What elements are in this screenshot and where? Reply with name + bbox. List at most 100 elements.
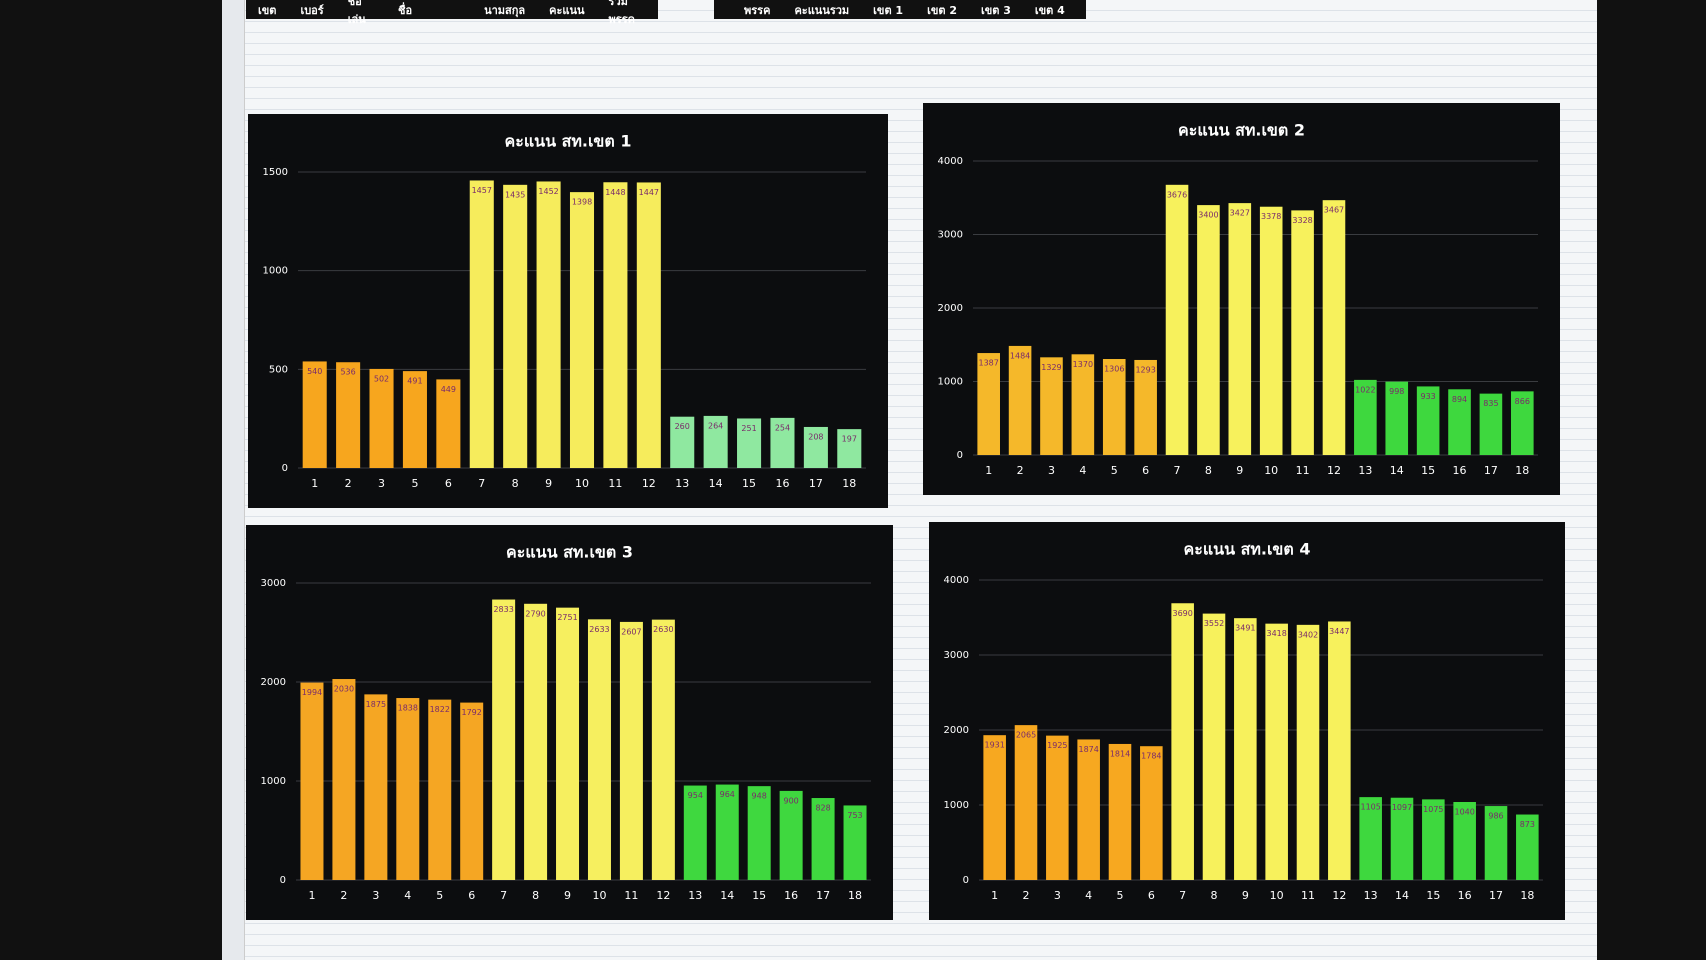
value-label: 1040: [1454, 808, 1474, 817]
value-label: 1097: [1392, 803, 1412, 812]
value-label: 260: [675, 422, 690, 431]
value-label: 1822: [430, 705, 450, 714]
y-tick-label: 0: [963, 875, 969, 886]
bar: [636, 182, 661, 468]
value-label: 1925: [1047, 741, 1067, 750]
value-label: 2065: [1016, 731, 1036, 740]
bar: [503, 184, 528, 468]
bar: [1416, 386, 1440, 455]
x-tick-label: 5: [436, 889, 443, 902]
y-tick-label: 2000: [938, 303, 963, 314]
header-cell: เขต: [258, 3, 277, 17]
x-tick-label: 6: [468, 889, 475, 902]
value-label: 1387: [979, 359, 999, 368]
x-tick-label: 15: [752, 889, 766, 902]
header-cell: เขต 4: [1034, 3, 1065, 17]
bar: [492, 599, 516, 880]
value-label: 3378: [1261, 212, 1281, 221]
y-tick-label: 1000: [261, 776, 286, 787]
value-label: 954: [688, 791, 703, 800]
value-label: 964: [720, 790, 735, 799]
value-label: 1874: [1078, 745, 1098, 754]
value-label: 1994: [302, 688, 322, 697]
bar: [843, 805, 867, 880]
x-tick-label: 1: [991, 889, 998, 902]
value-label: 1370: [1073, 360, 1093, 369]
x-tick-label: 10: [1264, 464, 1278, 477]
y-tick-label: 2000: [944, 725, 969, 736]
bar: [1448, 389, 1471, 455]
bar: [1516, 814, 1539, 880]
x-tick-label: 8: [1205, 464, 1212, 477]
value-label: 2833: [493, 605, 513, 614]
bar: [332, 679, 356, 880]
bar: [1453, 802, 1476, 880]
chart: คะแนน สท.เขต 401000200030004000119312206…: [929, 522, 1565, 920]
x-tick-label: 8: [512, 477, 519, 490]
value-label: 3418: [1266, 629, 1286, 638]
bar: [1511, 391, 1534, 455]
bar: [1140, 746, 1163, 880]
x-tick-label: 18: [842, 477, 856, 490]
bar: [1354, 379, 1377, 455]
value-label: 828: [815, 804, 830, 813]
y-tick-label: 1000: [263, 266, 288, 277]
bar: [1040, 357, 1063, 455]
x-tick-label: 14: [709, 477, 723, 490]
header-cell: นามสกุล: [484, 3, 526, 17]
value-label: 3328: [1292, 216, 1312, 225]
x-tick-label: 5: [1111, 464, 1118, 477]
bar: [1077, 739, 1100, 880]
chart-title: คะแนน สท.เขต 3: [506, 543, 633, 562]
x-tick-label: 17: [809, 477, 823, 490]
value-label: 3402: [1298, 630, 1318, 639]
x-tick-label: 3: [378, 477, 385, 490]
y-tick-label: 500: [269, 364, 288, 375]
x-tick-label: 15: [742, 477, 756, 490]
value-label: 894: [1452, 395, 1467, 404]
value-label: 3400: [1198, 211, 1218, 220]
row-numbers: [222, 0, 245, 960]
value-label: 1452: [538, 187, 558, 196]
value-label: 1931: [984, 741, 1004, 750]
y-tick-label: 0: [280, 875, 286, 886]
x-tick-label: 18: [1515, 464, 1529, 477]
header-cell: เขต 3: [980, 3, 1011, 17]
x-tick-label: 6: [445, 477, 452, 490]
bar: [803, 426, 828, 468]
header-left: เขต เบอร์ ชื่อเล่น ชื่อ นามสกุล คะแนน รว…: [246, 0, 658, 26]
value-label: 1105: [1360, 803, 1380, 812]
value-label: 264: [708, 421, 723, 430]
x-tick-label: 3: [1054, 889, 1061, 902]
bar: [1322, 200, 1346, 455]
bar: [369, 368, 394, 468]
x-tick-label: 3: [372, 889, 379, 902]
value-label: 1792: [462, 708, 482, 717]
value-label: 197: [842, 435, 857, 444]
x-tick-label: 13: [688, 889, 702, 902]
value-label: 1435: [505, 190, 525, 199]
value-label: 1875: [366, 700, 386, 709]
header-cell: ชื่อเล่น: [347, 0, 366, 26]
value-label: 1838: [398, 704, 418, 713]
bar: [1228, 203, 1252, 455]
x-tick-label: 7: [1179, 889, 1186, 902]
bar: [524, 603, 548, 880]
bar: [811, 798, 835, 880]
value-label: 2030: [334, 685, 354, 694]
value-label: 536: [340, 368, 355, 377]
value-label: 3447: [1329, 627, 1349, 636]
value-label: 3676: [1167, 190, 1187, 199]
x-tick-label: 11: [1301, 889, 1315, 902]
header-cell: พรรค: [744, 3, 771, 17]
value-label: 1329: [1041, 363, 1061, 372]
value-label: 3427: [1230, 209, 1250, 218]
header-cell: คะแนน: [549, 3, 585, 17]
y-tick-label: 1500: [263, 167, 288, 178]
chart-title: คะแนน สท.เขต 4: [1184, 540, 1311, 559]
bar: [364, 694, 388, 880]
bar: [603, 182, 628, 468]
y-tick-label: 3000: [261, 578, 286, 589]
x-tick-label: 12: [656, 889, 670, 902]
